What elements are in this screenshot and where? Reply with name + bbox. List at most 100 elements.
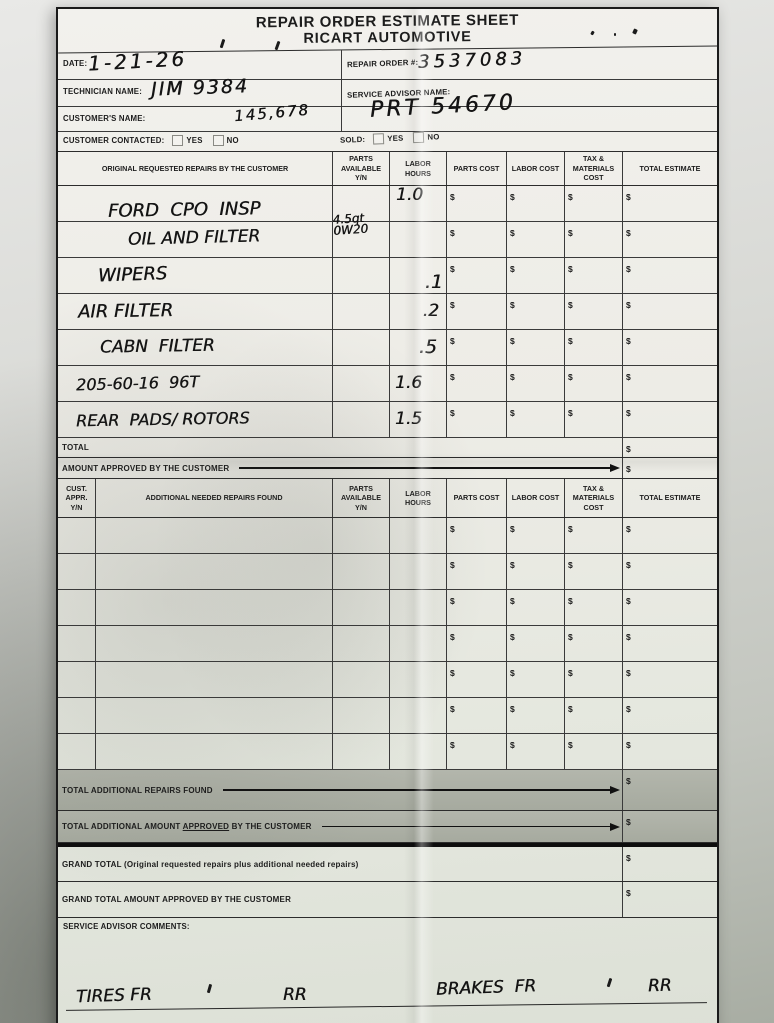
handwritten-repair: FORD CPO INSP <box>107 198 261 222</box>
dollar-sign: $ <box>510 704 515 714</box>
grand-total-approved-label: GRAND TOTAL AMOUNT APPROVED BY THE CUSTO… <box>62 895 292 904</box>
customer-contacted-no-label: NO <box>226 136 239 145</box>
dollar-sign: $ <box>626 300 631 310</box>
col-labor-cost: LABOR COST <box>507 152 565 185</box>
pen-mark <box>206 983 212 994</box>
handwritten-comment-tires: TIRES FR <box>75 984 153 1008</box>
tax-materials-cell: $ <box>565 222 623 257</box>
handwritten-comment-rr: RR <box>283 985 307 1005</box>
parts-available-cell: 4.5qt 0W20 <box>332 211 390 257</box>
handwritten-labor-hours: .5 <box>418 336 437 359</box>
dollar-sign: $ <box>568 192 573 202</box>
repair-order-value: 3537083 <box>417 48 527 73</box>
arrow-icon <box>610 822 620 831</box>
col-parts-available: PARTS AVAILABLE Y/N <box>333 479 390 517</box>
dollar-sign: $ <box>510 740 515 750</box>
form-title: REPAIR ORDER ESTIMATE SHEET RICART AUTOM… <box>57 5 718 54</box>
dollar-sign: $ <box>450 704 455 714</box>
dollar-sign: $ <box>626 372 631 382</box>
total-additional-approved-row: TOTAL ADDITIONAL AMOUNT APPROVED BY THE … <box>58 811 717 843</box>
col-labor-cost: LABOR COST <box>507 479 565 517</box>
dollar-sign: $ <box>626 632 631 642</box>
sold-yes-label: YES <box>387 133 404 144</box>
handwritten-repair: OIL AND FILTER <box>127 226 261 251</box>
dollar-sign: $ <box>626 336 631 346</box>
parts-available-cell <box>333 258 390 293</box>
dollar-sign: $ <box>450 372 455 382</box>
dollar-sign: $ <box>510 560 515 570</box>
dollar-sign: $ <box>626 524 631 534</box>
dollar-sign: $ <box>568 668 573 678</box>
table-row: $ $ $ $ <box>58 590 717 626</box>
dollar-sign: $ <box>450 596 455 606</box>
table-row: AIR FILTER .2 $ $ $ $ <box>58 294 717 330</box>
repair-description-cell: FORD CPO INSP <box>58 186 333 222</box>
col-tax-materials: TAX & MATERIALS COST <box>565 152 623 185</box>
dollar-sign: $ <box>626 668 631 678</box>
dollar-sign: $ <box>626 464 631 474</box>
comments-writing-line <box>66 1002 707 1012</box>
dollar-sign: $ <box>626 408 631 418</box>
parts-cost-cell: $ <box>447 402 507 437</box>
dollar-sign: $ <box>450 740 455 750</box>
dollar-sign: $ <box>626 888 631 898</box>
handwritten-repair: 205-60-16 96T <box>75 372 200 395</box>
parts-available-cell <box>333 294 390 329</box>
table-row: 205-60-16 96T 1.6 $ $ $ $ <box>58 366 717 402</box>
tax-materials-cell: $ <box>565 294 623 329</box>
handwritten-labor-hours: .2 <box>422 301 439 322</box>
labor-cost-cell: $ <box>507 330 565 365</box>
total-additional-repairs-row: TOTAL ADDITIONAL REPAIRS FOUND $ <box>58 770 717 811</box>
dollar-sign: $ <box>568 596 573 606</box>
handwritten-repair: WIPERS <box>97 263 168 287</box>
parts-cost-cell: $ <box>447 222 507 257</box>
table-row: $ $ $ $ <box>58 662 717 698</box>
pen-mark <box>606 977 612 988</box>
total-estimate-cell: $ <box>623 294 717 329</box>
amount-approved-label: AMOUNT APPROVED BY THE CUSTOMER <box>62 463 230 473</box>
arrow-icon <box>610 464 620 472</box>
dollar-sign: $ <box>450 408 455 418</box>
customer-contacted-label: CUSTOMER CONTACTED: <box>63 136 165 145</box>
sold-group: SOLD: YES NO <box>340 131 440 145</box>
total-label: TOTAL <box>62 443 89 452</box>
handwritten-repair: AIR FILTER <box>77 299 174 323</box>
total-additional-repairs-label: TOTAL ADDITIONAL REPAIRS FOUND <box>62 785 213 795</box>
dollar-sign: $ <box>568 264 573 274</box>
col-additional-repairs: ADDITIONAL NEEDED REPAIRS FOUND <box>96 479 333 517</box>
dollar-sign: $ <box>510 336 515 346</box>
col-labor-hours: LABOR HOURS <box>390 479 447 517</box>
tax-materials-cell: $ <box>565 330 623 365</box>
col-tax-materials: TAX & MATERIALS COST <box>565 479 623 517</box>
arrow-line <box>229 464 622 472</box>
total-estimate-cell: $ <box>623 258 717 293</box>
table-row: CABN FILTER .5 $ $ $ $ <box>58 330 717 366</box>
total-estimate-cell: $ <box>623 222 717 257</box>
labor-hours-cell: .1 <box>390 258 447 293</box>
dollar-sign: $ <box>450 192 455 202</box>
repair-description-cell: CABN FILTER <box>58 330 333 365</box>
sold-no-label: NO <box>427 132 440 142</box>
dollar-sign: $ <box>510 372 515 382</box>
dollar-sign: $ <box>626 740 631 750</box>
dollar-sign: $ <box>510 228 515 238</box>
dollar-sign: $ <box>626 853 631 863</box>
customer-contacted-yes-label: YES <box>186 136 203 145</box>
dollar-sign: $ <box>568 740 573 750</box>
handwritten-labor-hours: .1 <box>424 270 443 293</box>
dollar-sign: $ <box>450 228 455 238</box>
handwritten-repair: CABN FILTER <box>99 336 215 359</box>
col-parts-cost: PARTS COST <box>447 479 507 517</box>
dollar-sign: $ <box>626 192 631 202</box>
technician-name-value: JIM 9384 <box>150 75 250 101</box>
header-fields: DATE: 1-21-26 REPAIR ORDER #: 3537083 TE… <box>58 46 717 152</box>
form-title-line2: RICART AUTOMOTIVE <box>303 28 472 47</box>
dollar-sign: $ <box>510 632 515 642</box>
dollar-sign: $ <box>568 228 573 238</box>
parts-cost-cell: $ <box>447 366 507 401</box>
amount-approved-row: AMOUNT APPROVED BY THE CUSTOMER $ <box>58 458 717 479</box>
handwritten-comment-brakes: BRAKES FR <box>435 976 537 1000</box>
total-estimate-cell: $ <box>623 186 717 221</box>
col-parts-available: PARTS AVAILABLE Y/N <box>333 152 390 185</box>
